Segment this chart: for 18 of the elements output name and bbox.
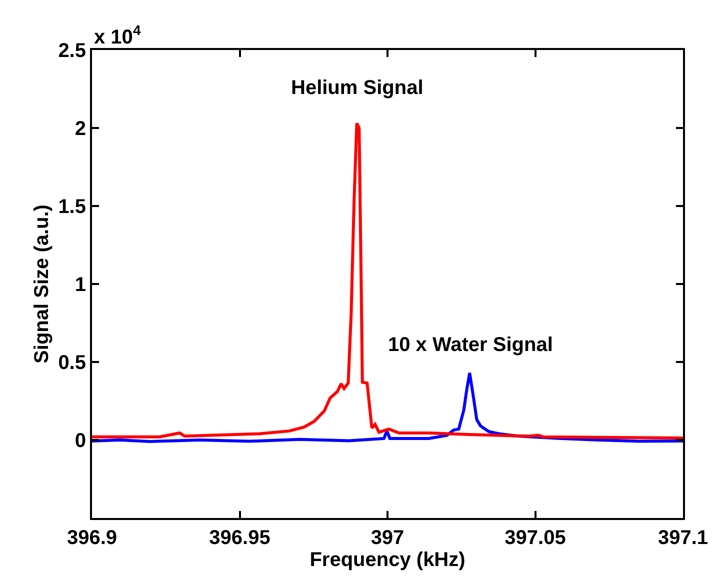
y-tick-label: 2 [74,118,86,140]
text: x 10$^{4}$ [94,22,141,48]
line-series [92,371,683,444]
y-axis-title: Signal Size (a.u.) [31,204,54,364]
y-tick-label: 0.5 [58,352,86,374]
annotation: 10 x Water Signal [388,334,553,356]
line-series [92,122,683,440]
x-tick-label: 397 [370,527,404,549]
x-tick-label: 397.05 [504,527,566,549]
x-tick-label: 397.1 [658,527,708,549]
x-tick-label: 396.95 [209,527,270,549]
y-tick-label: 0 [74,430,86,452]
y-tick-label: 1 [74,274,86,296]
x-axis-title: Frequency (kHz) [310,549,466,571]
y-tick-label: 1.5 [58,196,86,218]
annotation: Helium Signal [291,77,424,99]
x-tick-label: 396.9 [66,527,118,549]
y-tick-label: 2.5 [58,40,86,62]
